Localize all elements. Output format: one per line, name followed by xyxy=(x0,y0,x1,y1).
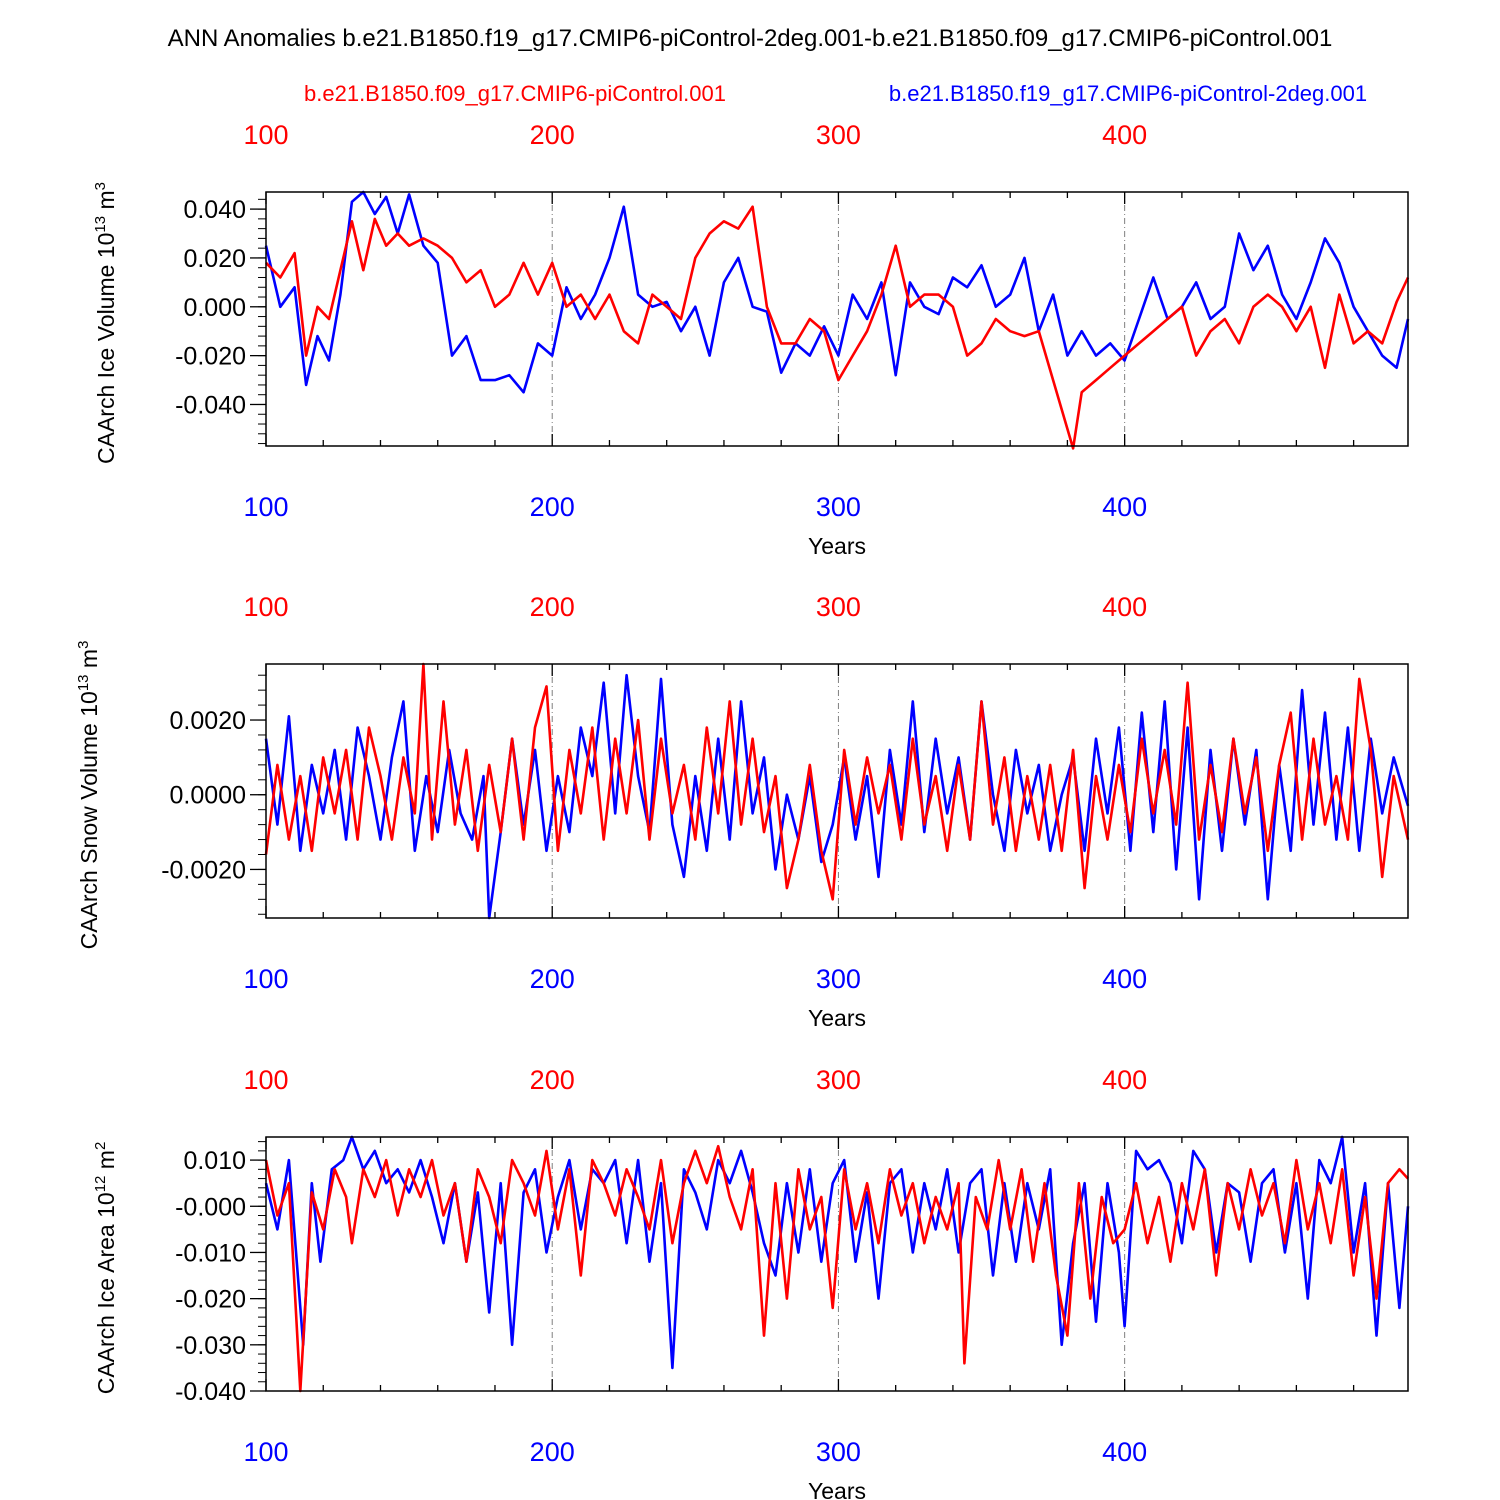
y-axis-label-part: m xyxy=(93,190,119,216)
y-axis-label-part: m xyxy=(76,649,102,675)
y-tick-label: -0.030 xyxy=(175,1332,246,1360)
chart-title: ANN Anomalies b.e21.B1850.f19_g17.CMIP6-… xyxy=(168,25,1333,52)
y-axis-label: CAArch Ice Volume 1013 m3 xyxy=(92,182,119,464)
x-axis-label: Years xyxy=(808,533,866,559)
plot-frame xyxy=(265,191,1409,447)
chart-panel-2: 0.0020 0.0000 -0.0020 100 100 200 200 300 300 400… xyxy=(75,592,1410,1031)
y-tick-label: 0.040 xyxy=(183,196,246,224)
series-line-blue xyxy=(264,1135,1410,1370)
x-tick-label-bottom: 400 xyxy=(1102,964,1147,994)
y-tick-label: -0.020 xyxy=(175,343,246,371)
y-tick-label: -0.040 xyxy=(175,1378,246,1406)
y-axis-label-part: CAArch Snow Volume 10 xyxy=(76,691,102,949)
x-tick-label-top: 300 xyxy=(816,592,861,622)
y-tick-label: -0.020 xyxy=(175,1286,246,1314)
x-tick-label-bottom: 200 xyxy=(530,492,575,522)
x-tick-label-bottom: 100 xyxy=(243,492,288,522)
y-tick-label: 0.0020 xyxy=(170,707,246,735)
y-tick-label: -0.010 xyxy=(175,1239,246,1267)
plot-frame xyxy=(265,663,1409,919)
x-tick-label-bottom: 200 xyxy=(530,964,575,994)
series-line-red xyxy=(264,662,1410,901)
x-tick-label-top: 300 xyxy=(816,120,861,150)
y-axis-label-part: 2 xyxy=(92,1142,109,1150)
x-tick-label-top: 300 xyxy=(816,1065,861,1095)
x-tick-label-bottom: 300 xyxy=(816,492,861,522)
x-tick-label-bottom: 200 xyxy=(530,1437,575,1467)
x-tick-label-top: 400 xyxy=(1102,120,1147,150)
y-tick-label: 0.010 xyxy=(183,1147,246,1175)
x-tick-label-bottom: 100 xyxy=(243,964,288,994)
x-tick-label-top: 100 xyxy=(243,120,288,150)
series-line-blue xyxy=(264,190,1410,394)
x-tick-label-top: 200 xyxy=(530,1065,575,1095)
x-tick-label-top: 200 xyxy=(530,592,575,622)
series-line-blue xyxy=(264,673,1410,920)
legend-blue-case: b.e21.B1850.f19_g17.CMIP6-piControl-2deg… xyxy=(889,81,1367,106)
chart-panel-3: 0.010 -0.000 -0.010 -0.020 -0.030 -0.040 100 10… xyxy=(92,1065,1410,1500)
x-tick-label-bottom: 400 xyxy=(1102,1437,1147,1467)
y-axis-label-part: CAArch Ice Volume 10 xyxy=(93,233,119,464)
y-tick-label: -0.000 xyxy=(175,1193,246,1221)
x-tick-label-top: 400 xyxy=(1102,1065,1147,1095)
x-tick-label-bottom: 400 xyxy=(1102,492,1147,522)
y-axis-label-part: 3 xyxy=(75,641,92,649)
x-tick-label-top: 400 xyxy=(1102,592,1147,622)
y-tick-label: 0.020 xyxy=(183,245,246,273)
y-tick-label: -0.040 xyxy=(175,391,246,419)
series-line-red xyxy=(264,1144,1409,1393)
x-tick-label-bottom: 300 xyxy=(816,964,861,994)
x-tick-label-top: 100 xyxy=(243,1065,288,1095)
y-axis-label-part: CAArch Ice Area 10 xyxy=(93,1192,119,1394)
x-axis-label: Years xyxy=(808,1478,866,1500)
x-tick-label-top: 200 xyxy=(530,120,575,150)
y-axis-label-part: 3 xyxy=(92,182,109,190)
legend-red-case: b.e21.B1850.f09_g17.CMIP6-piControl.001 xyxy=(304,81,726,106)
chart-panel-1: 0.040 0.020 0.000 -0.020 -0.040 100 100 200 200 3… xyxy=(92,120,1410,559)
y-tick-label: 0.0000 xyxy=(170,782,246,810)
plot-frame xyxy=(265,1136,1409,1392)
x-axis-label: Years xyxy=(808,1005,866,1031)
y-tick-label: -0.0020 xyxy=(161,856,246,884)
y-axis-label: CAArch Snow Volume 1013 m3 xyxy=(75,641,102,950)
y-axis-label-part: 13 xyxy=(75,674,92,691)
y-tick-label: 0.000 xyxy=(183,294,246,322)
x-tick-label-bottom: 300 xyxy=(816,1437,861,1467)
x-tick-label-top: 100 xyxy=(243,592,288,622)
y-axis-label-part: m xyxy=(93,1150,119,1176)
series-line-red xyxy=(265,205,1410,450)
y-axis-label-part: 13 xyxy=(92,216,109,233)
y-axis-label-part: 12 xyxy=(92,1176,109,1193)
x-tick-label-bottom: 100 xyxy=(243,1437,288,1467)
y-axis-label: CAArch Ice Area 1012 m2 xyxy=(92,1142,119,1395)
